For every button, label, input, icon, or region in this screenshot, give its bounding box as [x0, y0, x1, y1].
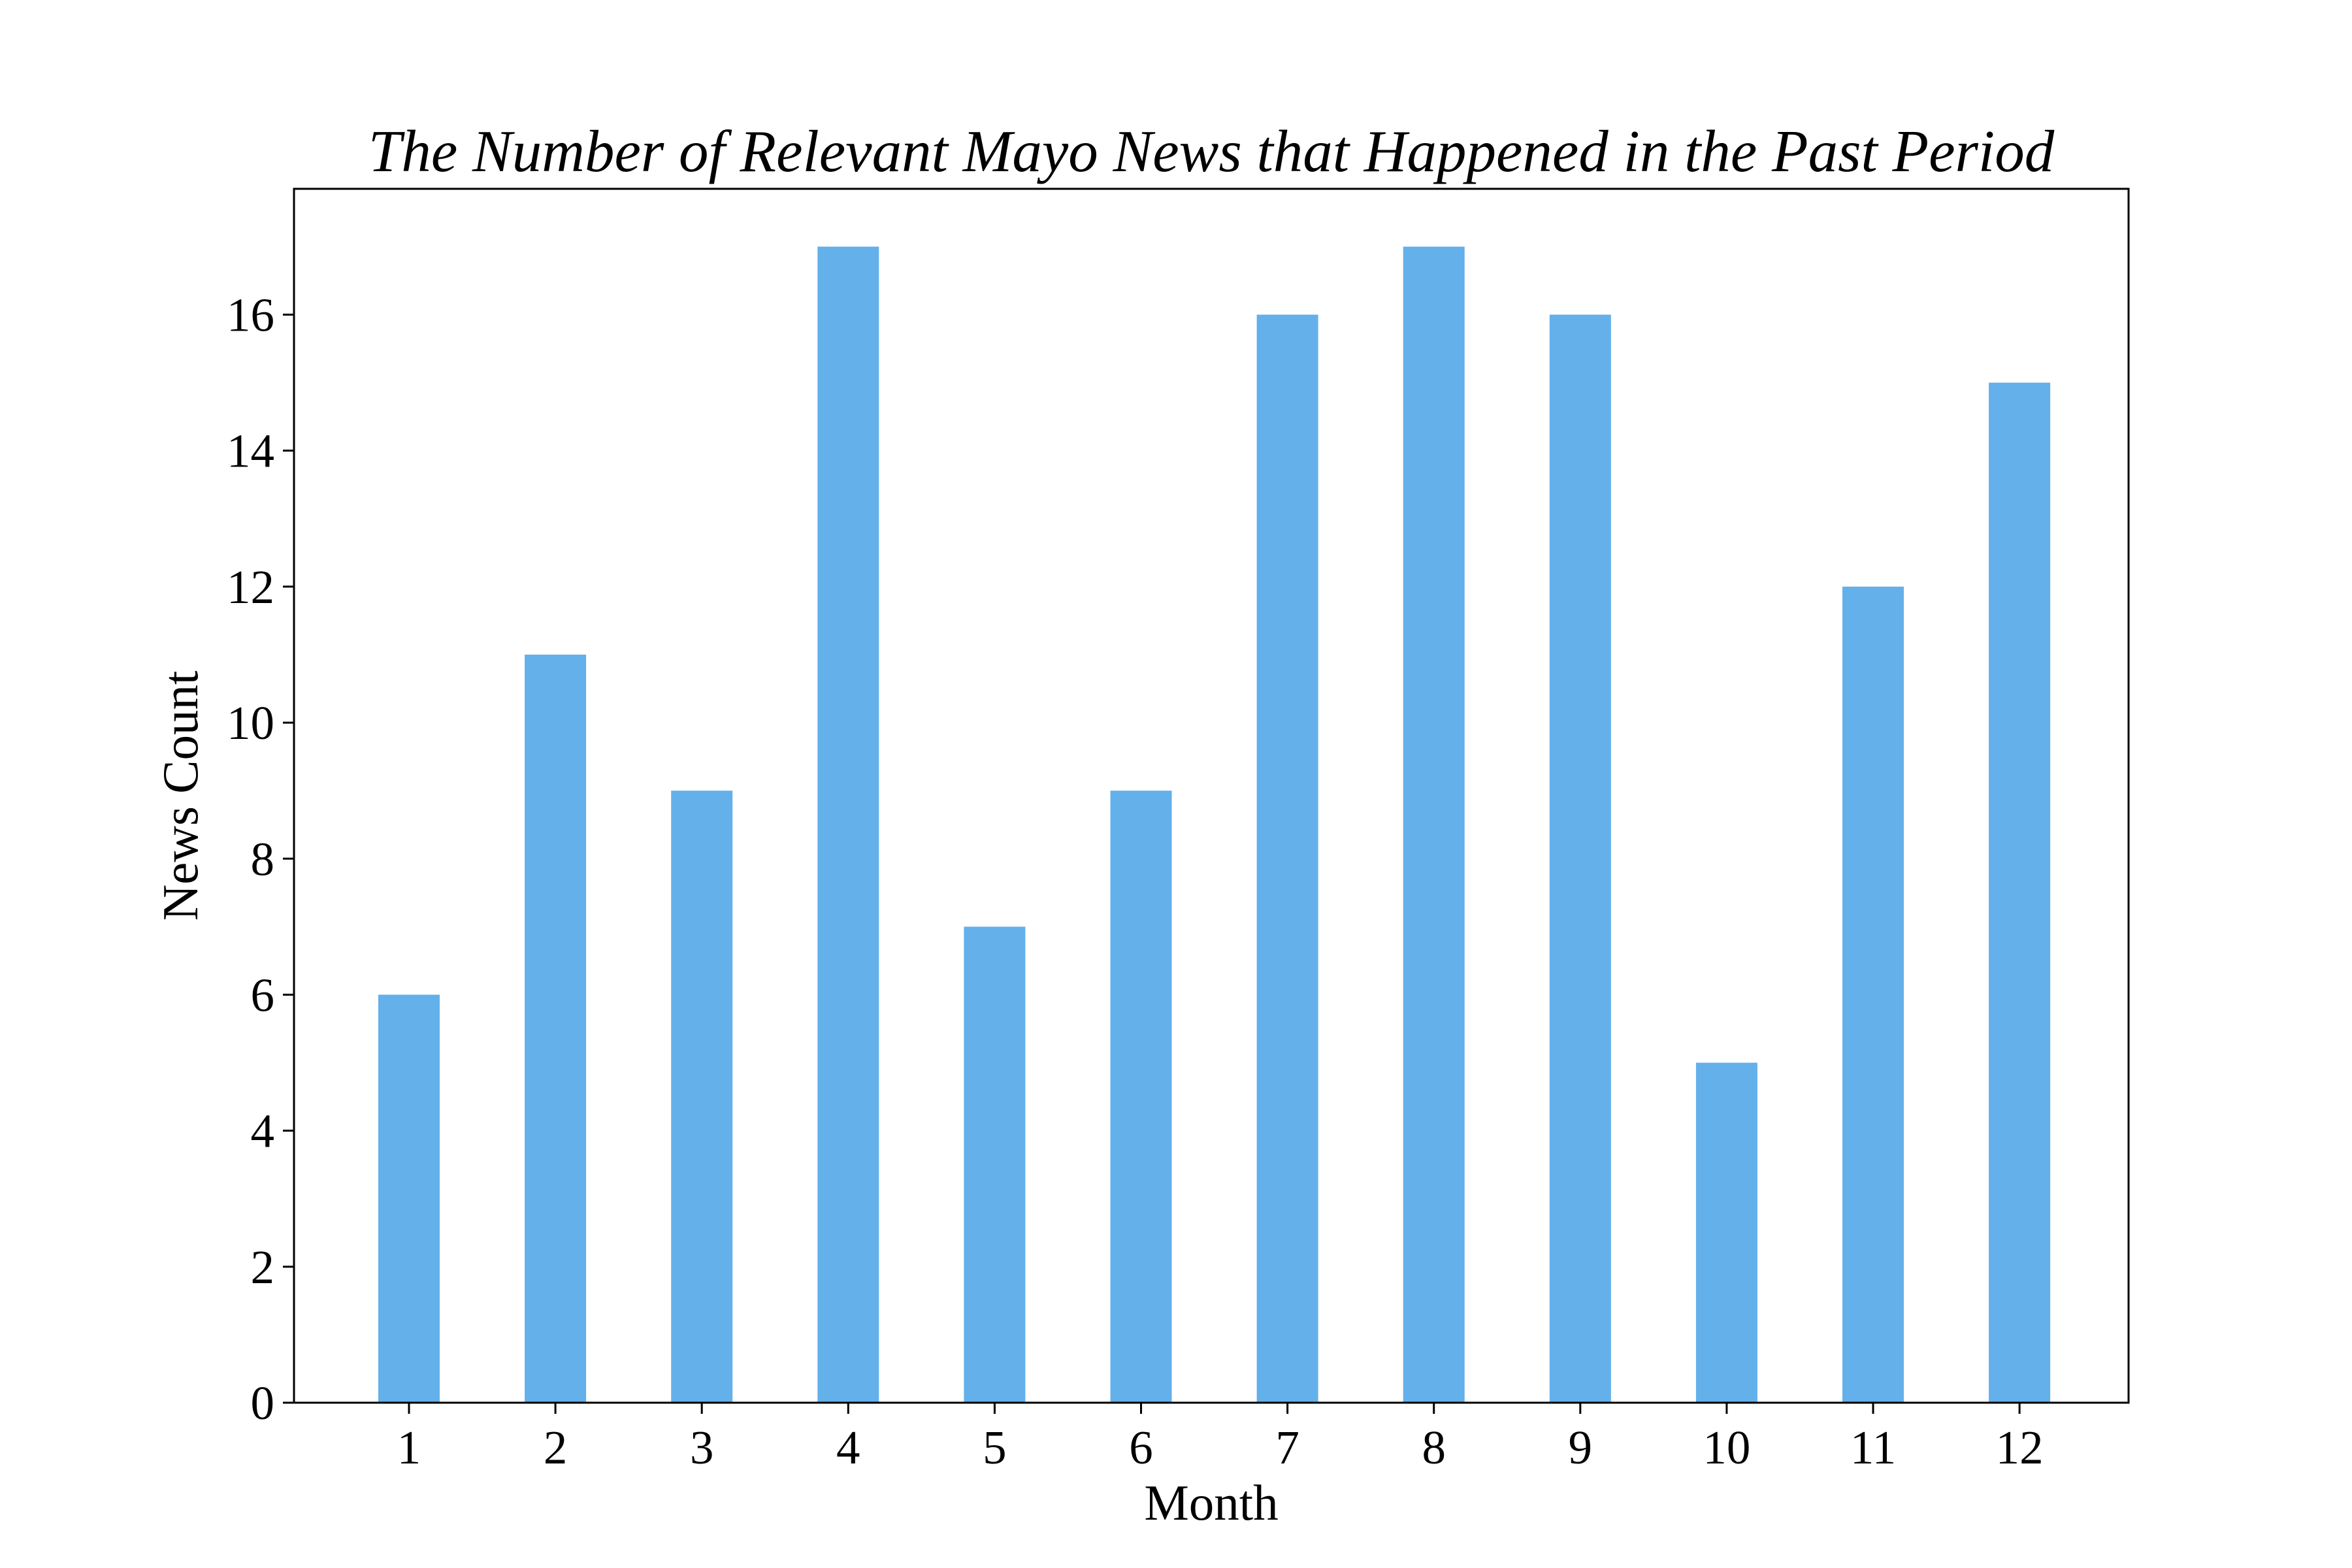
bar-month-2 [525, 655, 587, 1403]
y-tick-label: 14 [227, 425, 274, 478]
y-tick-label: 0 [251, 1377, 275, 1429]
y-tick-label: 16 [227, 289, 274, 342]
x-tick-label: 5 [983, 1421, 1007, 1474]
x-tick-label: 1 [397, 1421, 421, 1474]
x-tick-label: 12 [1996, 1421, 2044, 1474]
bar-month-4 [817, 246, 879, 1403]
x-tick-label: 6 [1129, 1421, 1153, 1474]
bar-month-11 [1842, 586, 1904, 1403]
bar-month-1 [378, 994, 440, 1403]
bar-month-12 [1989, 382, 2051, 1403]
x-tick-label: 11 [1850, 1421, 1896, 1474]
bar-month-3 [671, 791, 733, 1403]
y-tick-label: 10 [227, 696, 274, 749]
bar-month-6 [1110, 791, 1172, 1403]
bar-month-8 [1403, 246, 1465, 1403]
x-tick-label: 9 [1569, 1421, 1593, 1474]
y-tick-label: 8 [251, 832, 275, 885]
x-axis-ticks: 1 2 3 4 5 6 7 8 9 10 11 12 [397, 1403, 2044, 1474]
y-tick-label: 6 [251, 968, 275, 1021]
x-tick-label: 8 [1422, 1421, 1446, 1474]
bar-month-10 [1695, 1062, 1757, 1403]
y-tick-label: 2 [251, 1241, 275, 1294]
bar-month-5 [964, 926, 1026, 1403]
y-axis-title: News Count [152, 671, 208, 921]
x-axis-title: Month [1144, 1475, 1278, 1531]
y-axis-ticks: 0 2 4 6 8 10 12 14 16 [227, 289, 294, 1429]
x-tick-label: 3 [690, 1421, 714, 1474]
y-tick-label: 4 [251, 1105, 275, 1158]
chart-title: The Number of Relevant Mayo News that Ha… [368, 118, 2055, 184]
bar-month-7 [1256, 314, 1318, 1403]
x-tick-label: 10 [1703, 1421, 1750, 1474]
bars-layer [378, 246, 2051, 1403]
x-tick-label: 2 [544, 1421, 568, 1474]
x-tick-label: 4 [836, 1421, 860, 1474]
bar-month-9 [1549, 314, 1611, 1403]
x-tick-label: 7 [1275, 1421, 1299, 1474]
y-tick-label: 12 [227, 561, 274, 613]
plot-area-frame [293, 188, 2130, 1404]
